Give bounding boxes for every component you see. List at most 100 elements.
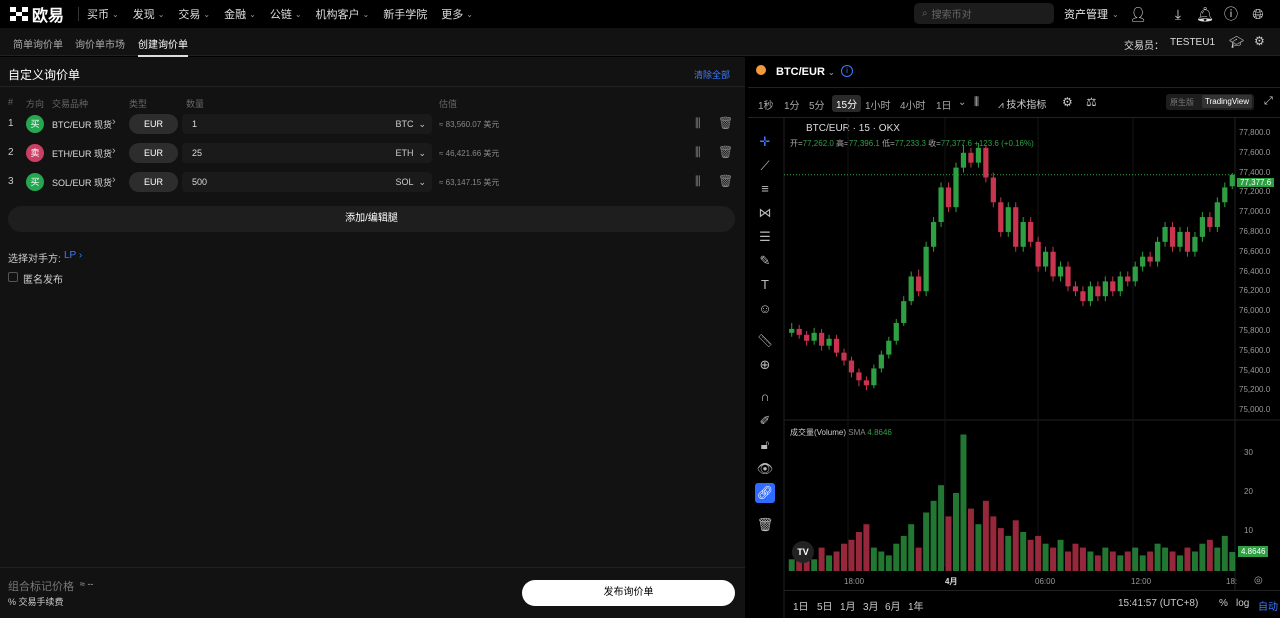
unit-selector[interactable]: ETH ⌄	[395, 143, 426, 163]
instrument-label[interactable]: SOL/EUR 现货	[52, 178, 113, 188]
globe-icon[interactable]: 🌐︎	[1252, 6, 1264, 22]
timeframe-button[interactable]: 4小时	[900, 101, 926, 112]
timeframe-button[interactable]: 1日	[936, 101, 952, 112]
adjust-icon[interactable]: ⫼	[695, 145, 701, 159]
side-badge[interactable]: 买	[26, 115, 44, 133]
candle-body	[1005, 207, 1011, 232]
pencil-lock-icon[interactable]: ✐	[759, 413, 771, 428]
quantity-input[interactable]: 1 BTC ⌄	[182, 114, 432, 134]
link-icon[interactable]: 🔗︎	[755, 483, 775, 503]
symbol-selector[interactable]: BTC/EUR ⌄	[776, 66, 835, 78]
text-icon[interactable]: T	[761, 277, 769, 292]
nav-item[interactable]: 机构客户 ⌄	[316, 6, 370, 22]
type-button[interactable]: EUR	[129, 172, 178, 192]
download-icon[interactable]: ⤓	[1174, 6, 1182, 22]
type-button[interactable]: EUR	[129, 143, 178, 163]
tab-create-rfq[interactable]: 创建询价单	[138, 36, 188, 57]
timeframe-button[interactable]: 1分	[784, 101, 800, 112]
okx-logo[interactable]: 欧易	[10, 2, 64, 26]
publish-rfq-button[interactable]: 发布询价单	[522, 580, 735, 606]
view-tradingview-button[interactable]: TradingView	[1202, 95, 1253, 108]
range-button[interactable]: 6月	[885, 602, 901, 613]
nav-item[interactable]: 更多 ⌄	[441, 6, 473, 22]
trend-line-icon[interactable]: ⟋	[760, 158, 770, 173]
quantity-input[interactable]: 500 SOL ⌄	[182, 172, 432, 192]
user-icon[interactable]: 👤︎	[1129, 6, 1147, 22]
indicators-button[interactable]: ⩘ 技术指标	[998, 96, 1046, 111]
chart-settings-icon[interactable]: ⚙	[1062, 95, 1073, 109]
trash-icon[interactable]: 🗑︎	[718, 174, 734, 188]
timeframe-button[interactable]: 5分	[809, 101, 825, 112]
volume-bar	[863, 524, 870, 571]
asset-management-menu[interactable]: 资产管理 ⌄	[1064, 0, 1119, 28]
unit-selector[interactable]: BTC ⌄	[395, 114, 426, 134]
graduation-cap-icon[interactable]: 🎓︎	[1229, 35, 1245, 49]
nav-item[interactable]: 新手学院	[383, 6, 427, 22]
nav-item[interactable]: 交易 ⌄	[178, 6, 210, 22]
range-button[interactable]: 5日	[817, 602, 833, 613]
tab-rfq-market[interactable]: 询价单市场	[75, 40, 125, 51]
brush-icon[interactable]: ✎	[759, 253, 771, 268]
type-button[interactable]: EUR	[129, 114, 178, 134]
timeframe-button[interactable]: 1秒	[758, 101, 774, 112]
candle-type-icon[interactable]: ⫼	[974, 96, 980, 108]
timeframe-button[interactable]: 1小时	[865, 101, 891, 112]
open-label: 开=	[790, 139, 803, 148]
time-axis-settings-icon[interactable]: ◎	[1254, 575, 1263, 586]
chevron-right-icon[interactable]: ›	[112, 174, 116, 186]
candle-body	[1222, 187, 1228, 203]
candle-body	[1140, 256, 1146, 267]
tab-simple-rfq[interactable]: 简单询价单	[13, 40, 63, 51]
timeframe-button[interactable]: 15分	[832, 95, 862, 112]
zoom-in-icon[interactable]: ⊕	[759, 357, 771, 372]
crosshair-icon[interactable]: ✛	[759, 134, 771, 149]
auto-toggle[interactable]: 自动	[1258, 602, 1278, 613]
pattern-icon[interactable]: ⋈	[758, 205, 772, 220]
side-badge[interactable]: 卖	[26, 144, 44, 162]
side-badge[interactable]: 买	[26, 173, 44, 191]
chevron-right-icon[interactable]: ›	[112, 116, 116, 128]
unit-selector[interactable]: SOL ⌄	[395, 172, 426, 192]
range-button[interactable]: 3月	[863, 602, 879, 613]
ruler-icon[interactable]: 📏︎	[756, 333, 774, 348]
divider	[0, 86, 745, 87]
gear-icon[interactable]: ⚙	[1254, 34, 1265, 48]
search-input[interactable]: ⌕ 搜索币对	[914, 3, 1054, 24]
parallel-lines-icon[interactable]: ≡	[761, 181, 769, 196]
trader-name: TESTEU1	[1170, 37, 1216, 48]
anonymous-checkbox[interactable]	[8, 272, 18, 282]
range-button[interactable]: 1月	[840, 602, 856, 613]
info-icon[interactable]: i	[841, 65, 853, 77]
view-native-button[interactable]: 原生版	[1170, 98, 1194, 107]
fib-icon[interactable]: ☰	[759, 229, 771, 244]
help-icon[interactable]: ⓘ	[1224, 6, 1238, 22]
magnet-icon[interactable]: ∩	[760, 389, 770, 404]
range-button[interactable]: 1日	[793, 602, 809, 613]
trash-icon[interactable]: 🗑︎	[718, 116, 734, 130]
adjust-icon[interactable]: ⫼	[695, 174, 701, 188]
nav-item[interactable]: 买币 ⌄	[87, 6, 119, 22]
counterparty-selector[interactable]: LP ›	[64, 250, 82, 261]
balance-scale-icon[interactable]: ⚖	[1086, 95, 1097, 109]
log-toggle[interactable]: log	[1236, 598, 1250, 609]
adjust-icon[interactable]: ⫼	[695, 116, 701, 130]
percent-toggle[interactable]: %	[1219, 598, 1228, 609]
fullscreen-icon[interactable]: ⤢	[1264, 95, 1273, 107]
chevron-right-icon[interactable]: ›	[112, 145, 116, 157]
trash-icon[interactable]: 🗑︎	[756, 517, 774, 532]
emoji-icon[interactable]: ☺	[758, 301, 772, 316]
instrument-label[interactable]: BTC/EUR 现货	[52, 120, 113, 130]
chevron-down-icon[interactable]: ⌄	[958, 97, 967, 108]
instrument-label[interactable]: ETH/EUR 现货	[52, 149, 113, 159]
nav-item[interactable]: 公链 ⌄	[270, 6, 302, 22]
bell-icon[interactable]: 🔔︎	[1196, 6, 1214, 22]
nav-item[interactable]: 发现 ⌄	[133, 6, 165, 22]
trash-icon[interactable]: 🗑︎	[718, 145, 734, 159]
add-edit-legs-button[interactable]: 添加/编辑腿	[8, 206, 735, 232]
eye-icon[interactable]: 👁︎	[756, 461, 774, 476]
clear-all-button[interactable]: 清除全部	[693, 70, 730, 80]
lock-icon[interactable]: 🔓︎	[760, 437, 770, 452]
quantity-input[interactable]: 25 ETH ⌄	[182, 143, 432, 163]
nav-item[interactable]: 金融 ⌄	[224, 6, 256, 22]
range-button[interactable]: 1年	[908, 602, 924, 613]
